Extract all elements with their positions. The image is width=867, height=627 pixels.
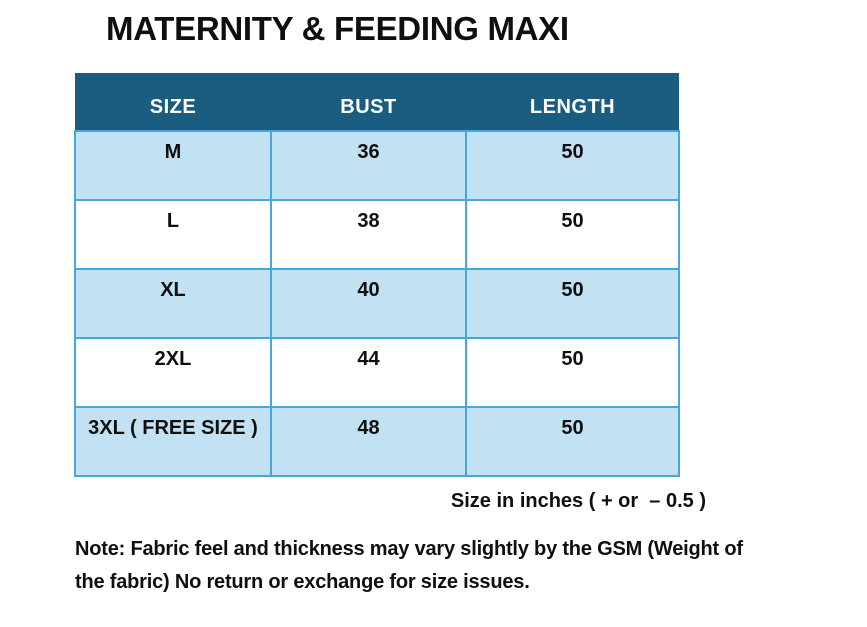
- page-title: MATERNITY & FEEDING MAXI: [106, 10, 569, 47]
- table-row: 2XL 44 50: [74, 337, 680, 408]
- cell-size: L: [74, 199, 272, 270]
- table-row: 3XL ( FREE SIZE ) 48 50: [74, 406, 680, 477]
- cell-bust: 36: [270, 130, 467, 201]
- cell-size: 3XL ( FREE SIZE ): [74, 406, 272, 477]
- table-row: XL 40 50: [74, 268, 680, 339]
- cell-size: XL: [74, 268, 272, 339]
- cell-bust: 44: [270, 337, 467, 408]
- column-header-bust: BUST: [271, 73, 466, 131]
- table-row: M 36 50: [74, 130, 680, 201]
- table-header-row: SIZE BUST LENGTH: [75, 73, 679, 131]
- cell-bust: 40: [270, 268, 467, 339]
- column-header-size: SIZE: [75, 73, 271, 131]
- cell-length: 50: [465, 268, 680, 339]
- size-chart-table: SIZE BUST LENGTH M 36 50 L 38 50 XL 40 5…: [74, 73, 680, 477]
- cell-length: 50: [465, 337, 680, 408]
- cell-size: M: [74, 130, 272, 201]
- cell-size: 2XL: [74, 337, 272, 408]
- cell-bust: 38: [270, 199, 467, 270]
- fabric-note: Note: Fabric feel and thickness may vary…: [75, 533, 855, 599]
- cell-length: 50: [465, 406, 680, 477]
- cell-bust: 48: [270, 406, 467, 477]
- cell-length: 50: [465, 199, 680, 270]
- column-header-length: LENGTH: [466, 73, 679, 131]
- fabric-note-line2: the fabric) No return or exchange for si…: [75, 571, 530, 593]
- fabric-note-line1: Note: Fabric feel and thickness may vary…: [75, 538, 743, 560]
- cell-length: 50: [465, 130, 680, 201]
- size-unit-caption: Size in inches ( + or – 0.5 ): [450, 490, 706, 512]
- table-row: L 38 50: [74, 199, 680, 270]
